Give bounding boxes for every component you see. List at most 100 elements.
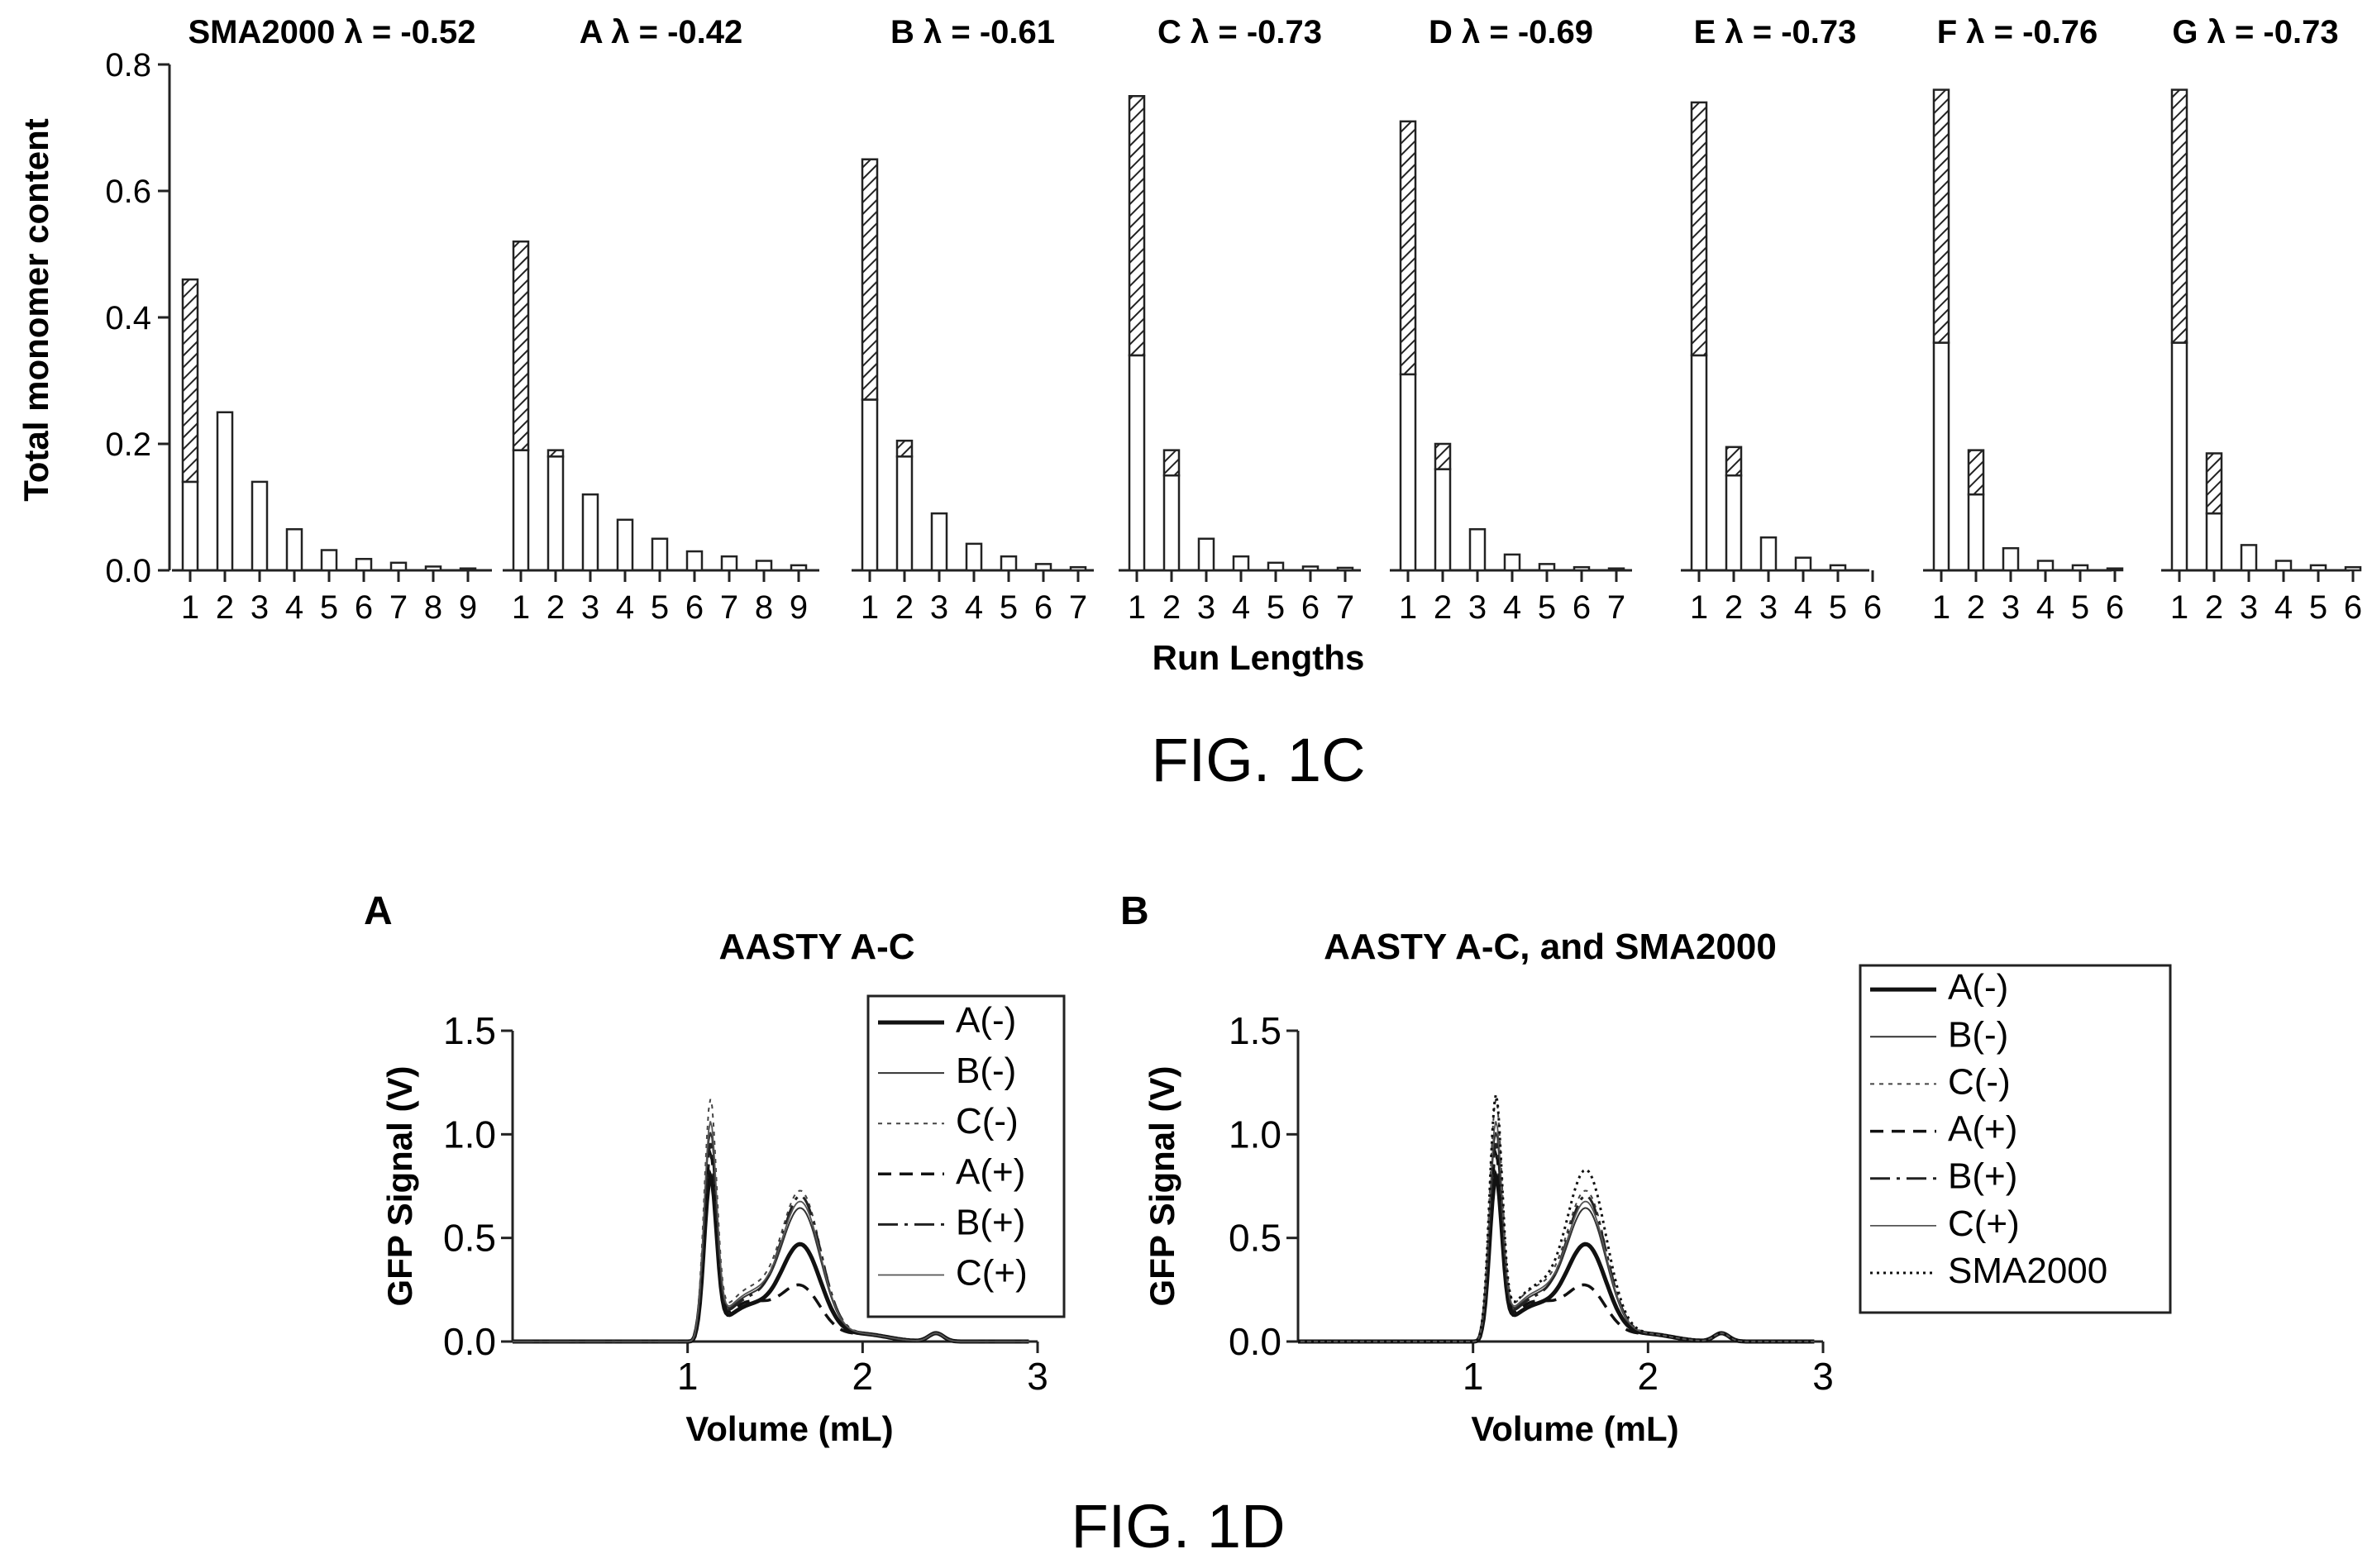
panel-title: AASTY A-C <box>718 927 914 967</box>
fig1d-panel-a: A AASTY A-C GFP Signal (V) Volume (mL) 0.0 0.… <box>364 889 1066 1448</box>
x-tick-label: 5 <box>320 589 338 626</box>
x-tick-label: 1 <box>512 589 530 626</box>
legend-entry: B(+) <box>956 1202 1025 1242</box>
x-tick-label: 1 <box>1690 589 1708 626</box>
panel-1: A λ = -0.42 1 2 3 4 5 6 7 8 9 <box>503 14 819 626</box>
bar-open <box>2309 564 2327 572</box>
panel-title: C λ = -0.73 <box>1157 14 1322 50</box>
x-tick-label: 8 <box>755 589 773 626</box>
fig1c-panels: SMA2000 λ = -0.521 2 3 4 5 6 7 8 9A λ = -0.421 2 3… <box>172 14 2362 626</box>
x-tick-label: 6 <box>1864 589 1882 626</box>
panel-0: SMA2000 λ = -0.52 1 2 3 4 5 6 7 8 9 <box>172 14 492 626</box>
bar-hatched <box>1690 101 1708 357</box>
x-tick-label: 7 <box>1336 589 1354 626</box>
bar-hatched <box>1932 88 1950 344</box>
x-tick-label: 4 <box>616 589 634 626</box>
bar-open <box>1232 555 1250 572</box>
bar-open <box>1967 493 1985 572</box>
bar-open <box>1301 565 1320 572</box>
legend-entry: A(-) <box>1948 967 2008 1008</box>
x-tick-label: 5 <box>2071 589 2089 626</box>
x-tick-label: 1 <box>1463 1355 1484 1398</box>
x-tick-label: 3 <box>1468 589 1487 626</box>
panel-title: F λ = -0.76 <box>1937 14 2098 50</box>
bar-open <box>1468 528 1487 572</box>
legend-box <box>1859 964 2172 1314</box>
series-line-B <box>1298 1142 1815 1343</box>
y-tick-label: 0.2 <box>105 427 151 463</box>
x-tick-label: 4 <box>965 589 983 626</box>
legend-entry: A(+) <box>956 1151 1025 1192</box>
x-tick-label: 5 <box>651 589 669 626</box>
bar-hatched <box>1434 442 1452 470</box>
bar-open <box>1725 474 1743 572</box>
x-tick-label: 3 <box>2002 589 2020 626</box>
bar-open <box>1759 536 1778 572</box>
x-tick-label: 1 <box>677 1355 699 1398</box>
x-tick-label: 3 <box>251 589 269 626</box>
y-tick-label: 0.5 <box>1229 1217 1281 1260</box>
bar-hatched <box>512 240 530 451</box>
y-tick-label: 0.5 <box>443 1217 496 1260</box>
y-tick-label: 0.8 <box>105 47 151 83</box>
panel-title: SMA2000 λ = -0.52 <box>189 14 476 50</box>
x-tick-label: 9 <box>790 589 808 626</box>
x-tick-label: 6 <box>2344 589 2362 626</box>
x-tick-label: 6 <box>1573 589 1591 626</box>
bar-hatched <box>546 449 565 458</box>
legend-box <box>866 994 1066 1318</box>
bar-open <box>2240 544 2258 572</box>
panel-title: G λ = -0.73 <box>2172 14 2338 50</box>
bar-hatched <box>2170 88 2188 344</box>
x-tick-label: 5 <box>1267 589 1285 626</box>
legend: A(-) B(-) C(-) A(+) B(+) C(+) SMA2000 <box>1859 964 2172 1314</box>
panel-3: C λ = -0.73 1 2 3 4 5 6 7 <box>1119 14 1361 626</box>
x-tick-label: 3 <box>1197 589 1215 626</box>
x-tick-label: 3 <box>2240 589 2258 626</box>
series-line-A <box>1298 1148 1815 1343</box>
legend-entry: C(-) <box>1948 1061 2011 1102</box>
legend-entry: B(-) <box>1948 1014 2008 1055</box>
y-tick-label: 1.0 <box>443 1113 496 1156</box>
panel-6: F λ = -0.76 1 2 3 4 5 6 <box>1923 14 2124 626</box>
bar-open <box>861 398 879 572</box>
panel-5: E λ = -0.73 1 2 3 4 5 6 <box>1681 14 1882 626</box>
panel-7: G λ = -0.73 1 2 3 4 5 6 <box>2161 14 2362 626</box>
fig-1c: Total monomer content 0.0 0.2 0.4 0.6 0.8 SM… <box>17 14 2362 794</box>
bar-open <box>1690 354 1708 572</box>
bar-open <box>1128 354 1146 572</box>
bar-open <box>755 560 773 572</box>
y-tick-label: 0.4 <box>105 300 151 336</box>
bar-open <box>459 567 477 572</box>
bar-open <box>1162 474 1181 572</box>
legend: A(-) B(-) C(-) A(+) B(+) C(+) <box>866 994 1066 1318</box>
bar-hatched <box>1399 120 1417 376</box>
bar-open <box>930 512 948 572</box>
panel-title: AASTY A-C, and SMA2000 <box>1324 927 1777 967</box>
series-line-C <box>1298 1099 1815 1342</box>
panel-title: A λ = -0.42 <box>580 14 743 50</box>
bar-open <box>1932 341 1950 572</box>
panel-title: D λ = -0.69 <box>1429 14 1593 50</box>
bar-open <box>2274 560 2293 572</box>
x-tick-label: 1 <box>1399 589 1417 626</box>
panel-title: B λ = -0.61 <box>890 14 1055 50</box>
x-tick-label: 3 <box>930 589 948 626</box>
fig1d-panel-b: B AASTY A-C, and SMA2000 GFP Signal (V) Vol… <box>1120 889 2172 1448</box>
fig1c-xlabel: Run Lengths <box>1153 638 1365 677</box>
bar-open <box>1607 567 1625 572</box>
bar-open <box>616 518 634 572</box>
x-tick-label: 4 <box>2036 589 2055 626</box>
x-tick-label: 6 <box>2106 589 2124 626</box>
legend-entry: C(+) <box>1948 1203 2020 1244</box>
x-tick-label: 2 <box>895 589 914 626</box>
legend-entry: C(-) <box>956 1101 1019 1141</box>
panel-label: B <box>1120 889 1149 933</box>
x-tick-label: 5 <box>1538 589 1556 626</box>
bar-open <box>895 455 914 572</box>
fig1d-caption: FIG. 1D <box>1071 1492 1285 1561</box>
x-tick-label: 2 <box>1434 589 1452 626</box>
x-tick-label: 7 <box>720 589 738 626</box>
bar-open <box>216 411 234 572</box>
